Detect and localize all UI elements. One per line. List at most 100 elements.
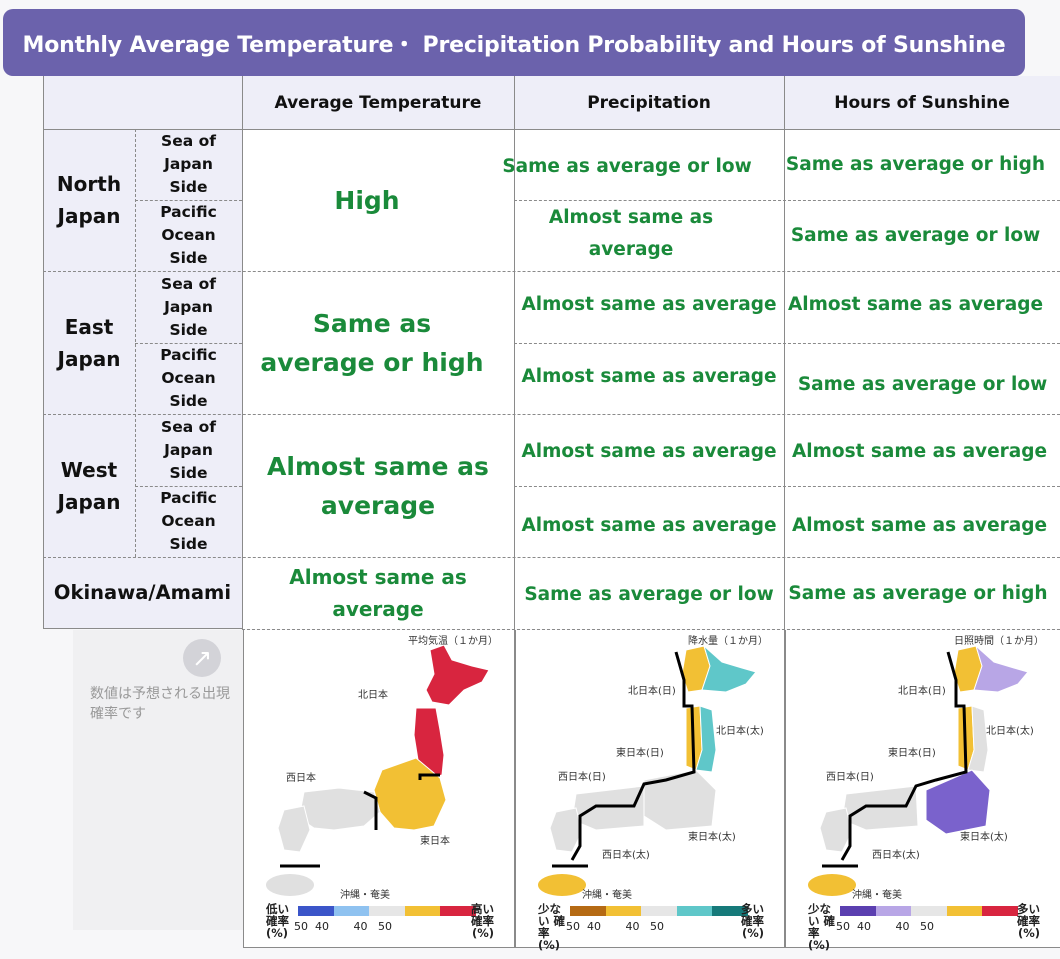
legend-swatch: [712, 906, 748, 916]
precipitation-north-pacific: Almost same as average: [548, 207, 714, 260]
header-blank: [43, 76, 242, 129]
map-label: 東日本: [420, 836, 450, 847]
temperature-west: Almost same as average: [267, 451, 489, 520]
kyushu-region: [549, 807, 583, 853]
map-label: 東日本(太): [688, 832, 736, 843]
legend-swatch: [440, 906, 476, 916]
grid-line: [43, 129, 1060, 130]
sunshine-east-pacific: Same as average or low: [797, 374, 1048, 395]
side-east-pacific: Pacific Ocean Side: [135, 343, 242, 414]
page-title: Monthly Average Temperature・ Precipitati…: [3, 9, 1025, 76]
grid-line: [43, 414, 1060, 415]
map-label: 西日本(日): [558, 772, 606, 783]
legend-swatch: [875, 906, 912, 916]
side-east-sea: Sea of Japan Side: [135, 271, 242, 343]
region-okinawa: Okinawa/Amami: [43, 557, 242, 629]
okinawa-region: [538, 874, 586, 896]
legend-swatch: [298, 906, 334, 916]
legend-swatch: [404, 906, 441, 916]
legend-low: 低い 確率 (%): [266, 902, 289, 940]
legend-numbers: 50 40 40 50: [566, 920, 664, 933]
map-label: 西日本(日): [826, 772, 874, 783]
temperature-east: Same as average or high: [260, 308, 484, 377]
sunshine-west-sea: Almost same as average: [791, 441, 1048, 462]
legend-swatch: [369, 906, 405, 916]
kyushu-region: [277, 805, 311, 853]
map-label: 沖縄・奄美: [340, 890, 390, 901]
map-label: 沖縄・奄美: [582, 890, 632, 901]
temperature-north: High: [334, 185, 400, 215]
grid-line: [242, 76, 243, 629]
precipitation-north-sea: Same as average or low: [502, 156, 752, 177]
precipitation-west-sea: Almost same as average: [521, 441, 777, 462]
arrow-up-right-icon[interactable]: ↗: [183, 639, 221, 677]
legend-low: 少ない 確率 (%): [808, 902, 836, 952]
japan-map-precipitation: [538, 644, 757, 896]
note-text: 数値は予想される出現確率です: [90, 686, 230, 722]
legend-bar: [570, 906, 748, 916]
map-title: 日照時間（１か月）: [954, 636, 1044, 647]
region-north: North Japan: [43, 129, 135, 271]
legend-swatch: [982, 906, 1018, 916]
precipitation-east-sea: Almost same as average: [521, 294, 777, 315]
legend-swatch: [333, 906, 370, 916]
hokkaido-pacific-region: [701, 644, 757, 693]
grid-line: [135, 343, 242, 344]
map-label: 東日本(太): [960, 832, 1008, 843]
legend-high: 高い 確率 (%): [471, 902, 494, 940]
map-label: 東日本(日): [616, 748, 664, 759]
legend-high: 多い 確率 (%): [1017, 902, 1040, 940]
header-sunshine: Hours of Sunshine: [784, 76, 1060, 129]
side-north-pacific: Pacific Ocean Side: [135, 200, 242, 271]
sunshine-north-sea: Same as average or high: [785, 154, 1046, 175]
japan-map-sunshine: [808, 644, 1029, 896]
grid-line: [135, 129, 136, 557]
map-label: 北日本(日): [898, 686, 946, 697]
sunshine-east-sea: Almost same as average: [787, 294, 1044, 315]
sunshine-okinawa: Same as average or high: [788, 583, 1048, 604]
map-label: 西日本(太): [872, 850, 920, 861]
legend-bar: [840, 906, 1018, 916]
hokkaido-region: [425, 644, 490, 706]
kyushu-region: [819, 807, 853, 853]
grid-line: [784, 76, 785, 629]
legend-swatch: [840, 906, 876, 916]
map-precipitation: 降水量（１か月） 北日本(日) 北日本(太) 東日本(日) 西日本(日) 東日本…: [515, 630, 785, 952]
grid-line: [43, 557, 1060, 558]
legend-numbers: 50 40 40 50: [836, 920, 934, 933]
sunshine-north-pacific: Same as average or low: [790, 225, 1041, 246]
map-label: 西日本(太): [602, 850, 650, 861]
sunshine-west-pacific: Almost same as average: [791, 515, 1048, 536]
side-west-sea: Sea of Japan Side: [135, 414, 242, 486]
hokkaido-pacific-region: [973, 644, 1029, 693]
grid-line: [135, 200, 242, 201]
okinawa-region: [266, 874, 314, 896]
precipitation-east-pacific: Almost same as average: [521, 366, 777, 387]
map-label: 北日本(日): [628, 686, 676, 697]
map-label: 東日本(日): [888, 748, 936, 759]
grid-line: [514, 76, 515, 629]
side-west-pacific: Pacific Ocean Side: [135, 486, 242, 557]
japan-map-temperature: [266, 644, 490, 896]
header-precipitation: Precipitation: [514, 76, 784, 129]
legend-swatch: [676, 906, 713, 916]
legend-numbers: 50 40 40 50: [294, 920, 392, 933]
precipitation-okinawa: Same as average or low: [524, 584, 774, 605]
east-japan-region: [643, 769, 717, 831]
side-north-sea: Sea of Japan Side: [135, 129, 242, 200]
east-japan-pacific-region: [925, 769, 991, 835]
region-east: East Japan: [43, 271, 135, 414]
legend-swatch: [641, 906, 677, 916]
header-temperature: Average Temperature: [242, 76, 514, 129]
legend-bar: [298, 906, 476, 916]
legend-low: 少ない 確率 (%): [538, 902, 566, 952]
legend-high: 多い 確率 (%): [741, 902, 764, 940]
map-sunshine: 日照時間（１か月） 北日本(日) 北日本(太) 東日本(日) 西日本(日) 東日…: [785, 630, 1060, 952]
temperature-okinawa: Almost same as average: [289, 565, 467, 621]
tohoku-pacific-region: [967, 705, 989, 773]
okinawa-region: [808, 874, 856, 896]
forecast-table: Average Temperature Precipitation Hours …: [43, 76, 1060, 630]
grid-line: [514, 200, 1060, 201]
grid-line: [43, 76, 44, 629]
legend-swatch: [911, 906, 947, 916]
